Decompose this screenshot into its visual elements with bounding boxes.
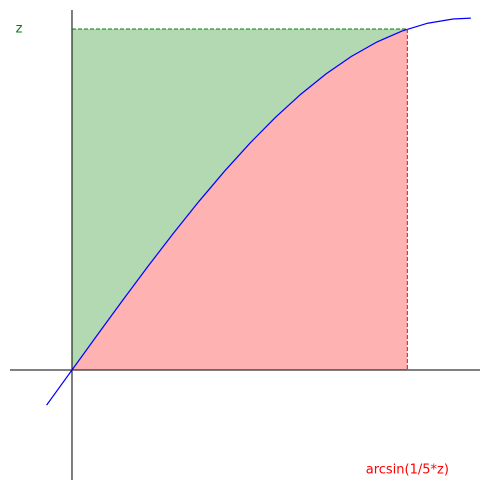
area-above	[71, 29, 408, 371]
area-below	[71, 29, 408, 371]
curve	[46, 17, 471, 406]
plot: z arcsin(1/5*z)	[10, 10, 480, 480]
y-label: z	[16, 22, 23, 37]
fills	[71, 29, 408, 371]
x-label: arcsin(1/5*z)	[366, 463, 449, 478]
